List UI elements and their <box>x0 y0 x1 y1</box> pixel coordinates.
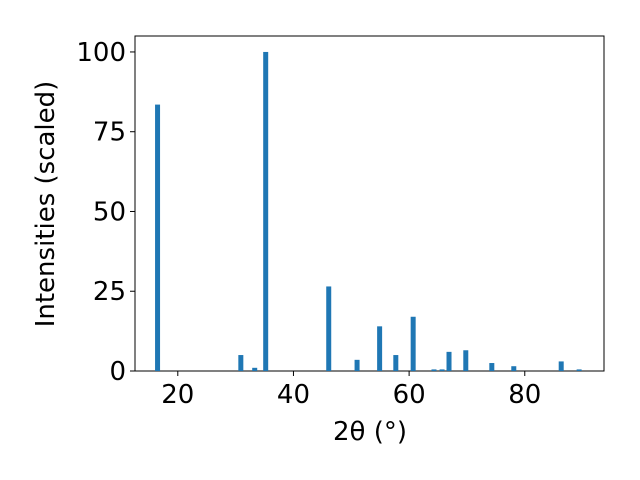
bar <box>354 359 360 371</box>
bar <box>431 369 437 371</box>
x-tick-label: 80 <box>508 380 541 410</box>
y-tick-label: 75 <box>93 118 126 148</box>
bar <box>263 51 269 371</box>
bar <box>377 326 383 371</box>
bar <box>558 361 564 371</box>
bar <box>446 351 452 371</box>
y-axis-label: Intensities (scaled) <box>31 81 61 328</box>
bar <box>410 316 416 371</box>
bar <box>511 366 517 371</box>
bar <box>238 355 244 371</box>
x-axis-label: 2θ (°) <box>333 417 407 447</box>
x-tick-label: 60 <box>393 380 426 410</box>
bar <box>439 369 445 371</box>
y-tick-label: 50 <box>93 197 126 227</box>
bar <box>393 355 399 371</box>
bar <box>326 286 332 371</box>
y-tick-label: 25 <box>93 277 126 307</box>
y-tick-label: 100 <box>76 38 126 68</box>
bar <box>489 363 495 371</box>
x-tick-label: 20 <box>161 380 194 410</box>
y-tick-label: 0 <box>109 357 126 387</box>
bar <box>576 369 582 371</box>
bar <box>155 104 161 371</box>
bar <box>463 350 469 371</box>
bar <box>252 367 258 371</box>
plot-frame <box>134 35 605 372</box>
x-tick-label: 40 <box>277 380 310 410</box>
